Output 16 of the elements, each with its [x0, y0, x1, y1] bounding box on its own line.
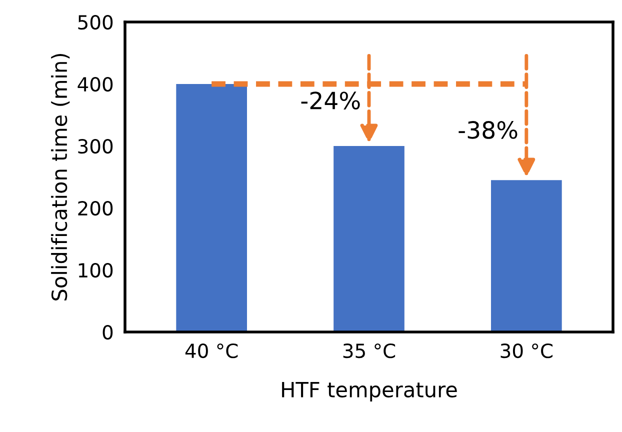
x-tick-label: 30 °C: [500, 343, 552, 358]
y-tick-label: 200: [78, 200, 113, 216]
bar: [334, 146, 404, 332]
y-tick-label: 500: [78, 14, 113, 30]
bar: [491, 180, 562, 332]
x-tick-label: 40 °C: [185, 343, 238, 358]
annotation: -38%: [458, 121, 518, 139]
x-axis-title: HTF temperature: [282, 382, 457, 402]
y-tick-label: 100: [78, 262, 113, 278]
bar: [176, 84, 247, 332]
y-tick-label: 0: [102, 324, 113, 340]
y-tick-label: 300: [78, 138, 113, 154]
y-tick-label: 400: [78, 76, 113, 92]
annotation: -24%: [301, 92, 360, 110]
x-tick-label: 35 °C: [343, 343, 396, 358]
y-axis-title: Solidification time (min): [51, 54, 70, 300]
